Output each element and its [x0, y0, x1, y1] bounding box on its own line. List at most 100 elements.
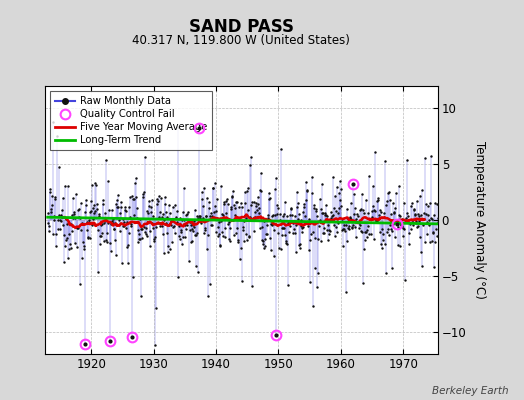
- Point: [99, 196, 107, 203]
- Point: [230, 202, 238, 208]
- Point: [136, 236, 144, 242]
- Point: [366, 216, 374, 222]
- Point: [273, 210, 281, 217]
- Point: [423, 231, 431, 238]
- Point: [45, 223, 53, 230]
- Point: [227, 203, 235, 210]
- Point: [209, 185, 217, 191]
- Point: [122, 225, 130, 231]
- Point: [71, 240, 80, 246]
- Point: [272, 332, 280, 338]
- Point: [405, 230, 413, 236]
- Point: [247, 202, 256, 208]
- Point: [45, 228, 53, 234]
- Point: [307, 231, 315, 237]
- Point: [337, 186, 345, 192]
- Point: [203, 246, 212, 252]
- Point: [417, 212, 425, 218]
- Point: [258, 236, 267, 243]
- Point: [332, 208, 341, 214]
- Point: [339, 242, 347, 249]
- Point: [267, 247, 275, 253]
- Point: [409, 219, 417, 225]
- Point: [257, 170, 265, 176]
- Point: [188, 226, 196, 232]
- Point: [146, 242, 154, 249]
- Point: [250, 199, 258, 205]
- Point: [304, 223, 312, 230]
- Point: [194, 214, 202, 221]
- Point: [142, 231, 150, 237]
- Point: [132, 194, 140, 200]
- Point: [341, 228, 349, 234]
- Point: [236, 245, 245, 251]
- Point: [239, 218, 248, 224]
- Point: [299, 209, 307, 215]
- Point: [155, 193, 163, 199]
- Point: [193, 229, 202, 236]
- Point: [144, 203, 152, 210]
- Point: [57, 218, 65, 224]
- Point: [186, 218, 194, 225]
- Point: [151, 305, 160, 312]
- Point: [395, 212, 403, 219]
- Point: [141, 224, 150, 231]
- Point: [84, 218, 93, 225]
- Point: [322, 202, 331, 208]
- Point: [173, 124, 182, 130]
- Point: [153, 201, 161, 207]
- Point: [79, 238, 87, 245]
- Point: [78, 254, 86, 261]
- Point: [198, 196, 206, 203]
- Point: [58, 207, 66, 214]
- Point: [310, 204, 319, 211]
- Point: [413, 224, 421, 230]
- Point: [164, 243, 172, 250]
- Point: [433, 201, 441, 208]
- Point: [101, 218, 109, 224]
- Point: [300, 204, 308, 210]
- Point: [177, 226, 185, 233]
- Point: [244, 207, 252, 213]
- Point: [54, 212, 63, 218]
- Point: [156, 223, 164, 230]
- Point: [136, 216, 145, 222]
- Point: [81, 202, 90, 208]
- Point: [198, 189, 206, 196]
- Point: [104, 178, 112, 184]
- Point: [192, 263, 201, 269]
- Point: [350, 211, 358, 218]
- Point: [345, 215, 354, 221]
- Point: [117, 199, 125, 206]
- Point: [62, 237, 71, 243]
- Point: [119, 223, 128, 229]
- Point: [307, 219, 315, 226]
- Point: [184, 217, 193, 223]
- Point: [407, 225, 415, 232]
- Point: [396, 242, 405, 249]
- Point: [229, 188, 237, 194]
- Point: [235, 204, 243, 210]
- Point: [214, 230, 223, 237]
- Point: [210, 209, 218, 215]
- Point: [195, 125, 204, 132]
- Point: [347, 216, 355, 222]
- Point: [157, 194, 165, 201]
- Point: [116, 210, 124, 217]
- Point: [151, 234, 159, 240]
- Point: [196, 215, 205, 221]
- Point: [335, 178, 344, 184]
- Point: [349, 181, 357, 188]
- Point: [256, 225, 264, 232]
- Point: [51, 194, 59, 200]
- Point: [211, 180, 219, 186]
- Point: [148, 220, 156, 226]
- Point: [214, 224, 222, 230]
- Point: [217, 229, 226, 236]
- Point: [313, 213, 322, 219]
- Point: [137, 225, 145, 232]
- Point: [420, 239, 429, 245]
- Point: [152, 196, 161, 202]
- Point: [195, 213, 203, 220]
- Point: [155, 213, 163, 220]
